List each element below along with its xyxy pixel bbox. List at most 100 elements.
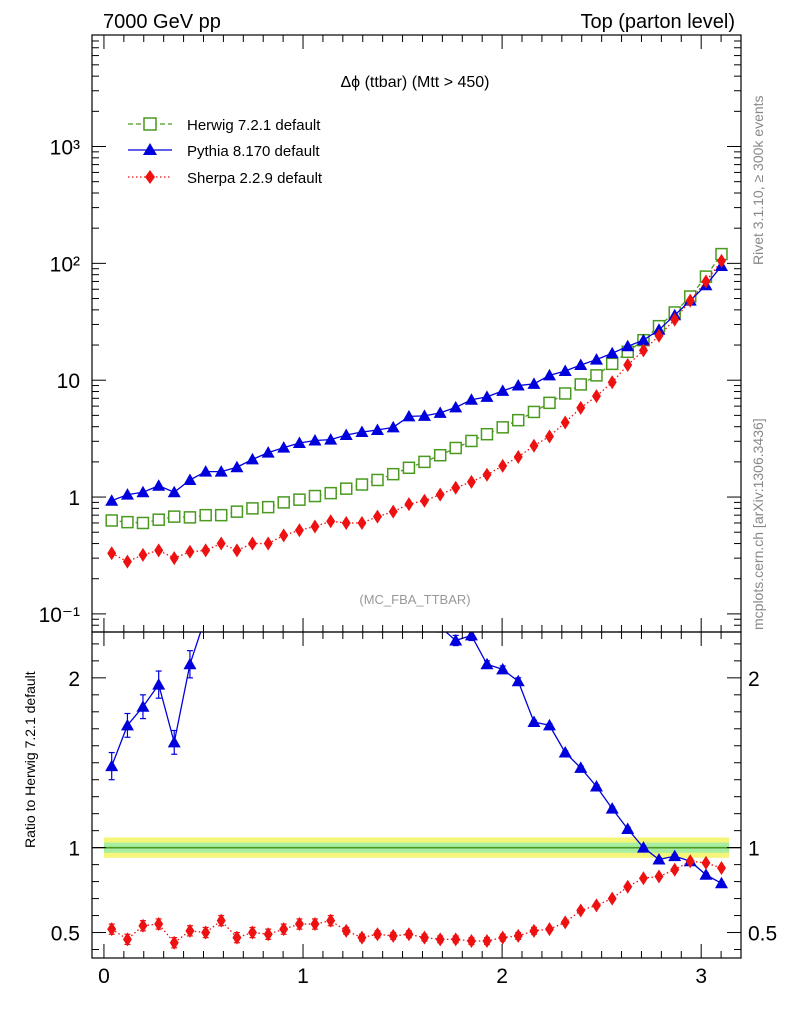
data-point-herwig (214, 508, 228, 522)
ratio-point-sherpa (654, 869, 664, 884)
ratio-point-sherpa (701, 855, 711, 870)
legend-entry-herwig: Herwig 7.2.1 default (128, 117, 321, 134)
data-point-herwig (355, 478, 369, 491)
ratio-point-sherpa (404, 927, 414, 942)
data-point-pythia (574, 358, 588, 370)
ratio-point-sherpa (560, 915, 570, 930)
ratio-point-sherpa (466, 934, 476, 949)
ratio-point-sherpa (294, 917, 304, 932)
ratio-point-sherpa (576, 903, 586, 918)
data-point-herwig (152, 513, 165, 526)
header-left: 7000 GeV pp (103, 11, 221, 33)
ratio-point-sherpa (607, 891, 617, 906)
legend-marker-pythia (143, 143, 157, 155)
ratio-point-sherpa (451, 932, 461, 947)
data-point-pythia (542, 368, 556, 381)
data-point-pythia (496, 384, 510, 396)
data-point-sherpa (247, 536, 257, 551)
data-point-pythia (183, 473, 197, 485)
data-point-pythia (214, 465, 228, 477)
watermark: (MC_FBA_TTBAR) (359, 592, 470, 607)
data-point-herwig (230, 505, 244, 518)
rivet-label: Rivet 3.1.10, ≥ 300k events (750, 95, 766, 265)
ratio-point-sherpa (513, 928, 523, 943)
data-point-sherpa (623, 357, 633, 372)
ratio-point-pythia (199, 610, 212, 622)
ratio-point-sherpa (326, 913, 336, 928)
data-point-sherpa (388, 504, 398, 519)
ratio-point-pythia (636, 841, 650, 853)
data-point-sherpa (357, 515, 367, 530)
ratio-point-sherpa (310, 917, 320, 932)
ratio-point-sherpa (544, 922, 554, 937)
ratio-point-sherpa (498, 930, 508, 945)
ratio-y-tick-label-right: 0.5 (748, 923, 777, 946)
data-point-herwig (402, 461, 416, 475)
data-point-sherpa (154, 543, 164, 558)
data-point-pythia (605, 346, 619, 359)
data-point-pythia (527, 377, 541, 389)
data-point-sherpa (341, 515, 351, 530)
x-tick-label: 0 (98, 965, 110, 988)
legend-marker-herwig (143, 117, 157, 131)
data-point-pythia (464, 393, 478, 405)
data-point-pythia (324, 433, 338, 445)
data-point-sherpa (576, 400, 586, 415)
data-point-pythia (636, 333, 650, 346)
ratio-point-sherpa (263, 927, 273, 942)
ratio-point-pythia (714, 876, 728, 889)
data-point-sherpa (529, 438, 539, 453)
legend-label-sherpa: Sherpa 2.2.9 default (187, 170, 323, 187)
data-point-pythia (417, 409, 431, 421)
ratio-point-pythia (621, 822, 635, 834)
data-point-sherpa (185, 544, 195, 559)
data-point-sherpa (591, 389, 601, 404)
ratio-y-tick-label-left: 2 (68, 668, 80, 691)
data-point-pythia (167, 485, 181, 498)
ratio-point-pythia (215, 614, 228, 626)
ratio-frame (91, 631, 742, 959)
y-tick-label: 1 (68, 487, 80, 510)
ratio-point-pythia (434, 620, 447, 632)
data-point-herwig (574, 378, 587, 391)
data-point-sherpa (544, 429, 554, 444)
data-point-pythia (120, 488, 134, 500)
ratio-point-pythia (699, 868, 713, 880)
data-point-pythia (105, 494, 119, 506)
y-tick-label: 10 (57, 370, 80, 393)
data-point-sherpa (685, 293, 695, 308)
data-point-sherpa (279, 528, 289, 543)
data-point-sherpa (122, 554, 132, 569)
ratio-point-pythia (120, 718, 134, 731)
mcplots-label: mcplots.cern.ch [arXiv:1306.3436] (750, 418, 766, 630)
legend-label-herwig: Herwig 7.2.1 default (187, 117, 321, 134)
data-point-sherpa (201, 543, 211, 558)
ratio-point-pythia (308, 503, 321, 515)
ratio-point-pythia (511, 674, 525, 687)
ratio-line-pythia (111, 632, 722, 884)
data-point-sherpa (404, 497, 414, 512)
ratio-point-sherpa (201, 925, 211, 940)
ratio-point-sherpa (107, 922, 117, 937)
ratio-point-sherpa (623, 879, 633, 894)
series-line-pythia (111, 265, 722, 502)
data-point-pythia (277, 441, 291, 453)
ratio-point-pythia (277, 512, 290, 523)
legend-label-pythia: Pythia 8.170 default (187, 143, 320, 160)
data-point-pythia (308, 433, 322, 446)
data-point-herwig (605, 357, 619, 371)
ratio-point-pythia (605, 802, 619, 814)
ratio-point-sherpa (216, 913, 226, 928)
ratio-point-sherpa (122, 932, 132, 947)
data-point-herwig (590, 369, 603, 382)
ratio-point-sherpa (341, 923, 351, 938)
data-point-sherpa (107, 546, 117, 561)
data-point-sherpa (419, 493, 429, 508)
data-point-sherpa (701, 274, 711, 289)
data-point-pythia (152, 479, 166, 491)
data-point-sherpa (607, 375, 617, 390)
data-point-sherpa (654, 328, 664, 343)
data-point-pythia (370, 423, 384, 435)
data-point-herwig (136, 516, 150, 530)
ratio-point-pythia (183, 657, 197, 670)
